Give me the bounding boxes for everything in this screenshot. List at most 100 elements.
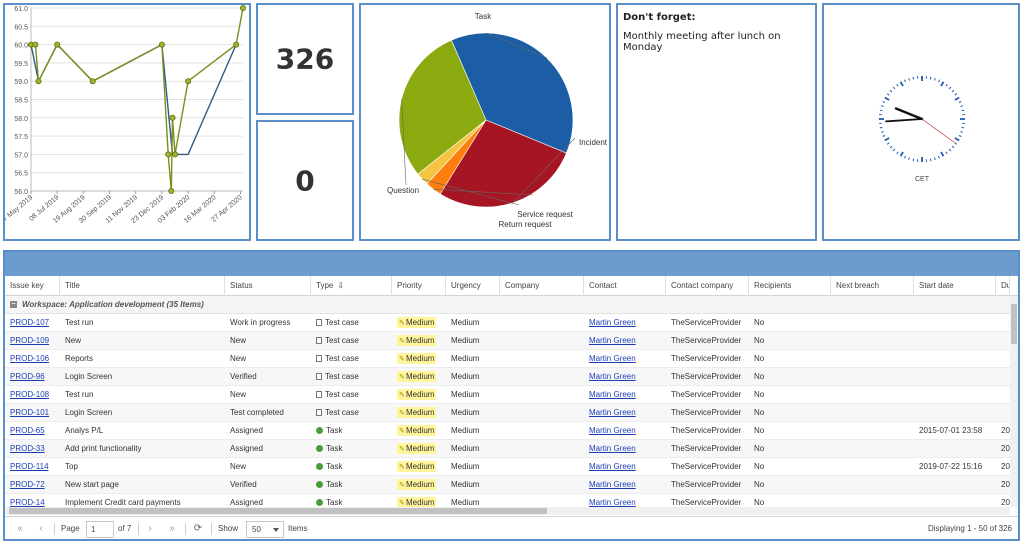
data-point: [233, 41, 240, 48]
table-row[interactable]: PROD-107 Test run Work in progress Test cas…: [5, 314, 1010, 332]
pager-bar: « ‹ Page 1 of 7 › » ⟳ Show 50 Items Disp…: [5, 516, 1018, 539]
contact-link[interactable]: Martin Green: [589, 390, 636, 399]
prev-page-icon[interactable]: ‹: [39, 523, 43, 534]
contact-link[interactable]: Martin Green: [589, 498, 636, 507]
contact-link[interactable]: Martin Green: [589, 480, 636, 489]
contact-link[interactable]: Martin Green: [589, 426, 636, 435]
issue-urgency: Medium: [451, 390, 480, 399]
task-icon: [316, 481, 323, 488]
table-row[interactable]: PROD-72 New start page Verified Task ✎Medium…: [5, 476, 1010, 494]
pin-icon: ✎: [399, 338, 405, 345]
clock-tick: [882, 135, 886, 137]
line-chart: 56.0 56.5 57.0 57.5 58.0 58.5 59.0 59.5 60.0 60.5…: [5, 5, 246, 226]
y-tick-label: 61.0: [14, 6, 28, 13]
issue-urgency: Medium: [451, 336, 480, 345]
note-text: Monthly meeting after lunch on Monday: [623, 31, 781, 53]
column-header-label: Type: [316, 281, 334, 290]
clock-tick: [880, 131, 884, 133]
table-row[interactable]: PROD-14 Implement Credit card payments Ass…: [5, 494, 1010, 507]
issue-status: Verified: [230, 480, 257, 489]
column-header[interactable]: Due d: [996, 276, 1010, 296]
group-row[interactable]: − Workspace: Application development (35 …: [5, 296, 1010, 314]
issue-key-link[interactable]: PROD-33: [10, 444, 45, 453]
issue-key-link[interactable]: PROD-65: [10, 426, 45, 435]
recipients: No: [754, 372, 765, 381]
issue-key-link[interactable]: PROD-96: [10, 372, 45, 381]
contact-link[interactable]: Martin Green: [589, 354, 636, 363]
priority-label: Medium: [406, 390, 435, 399]
issue-key-link[interactable]: PROD-114: [10, 462, 49, 471]
first-page-icon[interactable]: «: [17, 523, 23, 534]
issue-title: Login Screen: [65, 408, 113, 417]
priority-label: Medium: [406, 336, 435, 345]
priority-label: Medium: [406, 444, 435, 453]
kpi-panel-secondary: 0: [256, 120, 354, 241]
next-page-icon[interactable]: ›: [148, 523, 152, 534]
contact-link[interactable]: Martin Green: [589, 462, 636, 471]
issue-type: Task: [326, 444, 343, 453]
issue-title: New: [65, 336, 82, 345]
column-header[interactable]: Title: [60, 276, 225, 296]
table-row[interactable]: PROD-33 Add print functionality Assigned Ta…: [5, 440, 1010, 458]
column-header[interactable]: Type ⇩: [311, 276, 392, 296]
contact-link[interactable]: Martin Green: [589, 444, 636, 453]
pin-icon: ✎: [399, 500, 405, 507]
page-size-select[interactable]: 50: [246, 521, 284, 538]
column-header-label: Start date: [919, 281, 954, 290]
column-header-label: Issue key: [10, 281, 44, 290]
horizontal-scrollbar[interactable]: [5, 507, 1010, 515]
priority-label: Medium: [406, 408, 435, 417]
issue-key-link[interactable]: PROD-101: [10, 408, 50, 417]
column-header[interactable]: Start date: [914, 276, 996, 296]
column-header[interactable]: Next breach: [831, 276, 914, 296]
issue-key-link[interactable]: PROD-14: [10, 498, 45, 507]
column-header[interactable]: Contact: [584, 276, 666, 296]
clock-tick: [880, 105, 884, 107]
column-header-label: Title: [65, 281, 80, 290]
page-number-input[interactable]: 1: [86, 521, 114, 538]
contact-link[interactable]: Martin Green: [589, 318, 636, 327]
clock-tick: [945, 151, 948, 155]
column-header[interactable]: Urgency: [446, 276, 500, 296]
column-header[interactable]: Issue key: [5, 276, 60, 296]
column-header[interactable]: Priority: [392, 276, 446, 296]
collapse-icon[interactable]: −: [10, 301, 17, 309]
issue-key-link[interactable]: PROD-72: [10, 480, 45, 489]
clock-tick: [908, 157, 910, 161]
clock-tick: [954, 142, 958, 145]
vertical-scrollbar[interactable]: [1010, 296, 1018, 507]
last-page-icon[interactable]: »: [169, 523, 175, 534]
issue-key-link[interactable]: PROD-106: [10, 354, 50, 363]
recipients: No: [754, 444, 765, 453]
priority-badge: ✎Medium: [397, 353, 437, 364]
column-header-label: Due d: [1001, 281, 1009, 290]
issue-key-link[interactable]: PROD-109: [10, 336, 50, 345]
column-header[interactable]: Recipients: [749, 276, 831, 296]
contact-link[interactable]: Martin Green: [589, 408, 636, 417]
priority-badge: ✎Medium: [397, 335, 437, 346]
horizontal-scroll-thumb[interactable]: [9, 508, 547, 514]
table-row[interactable]: PROD-114 Top New Task ✎Medium Medium Martin Gr…: [5, 458, 1010, 476]
table-row[interactable]: PROD-106 Reports New Test case ✎Medium Medium…: [5, 350, 1010, 368]
table-row[interactable]: PROD-101 Login Screen Test completed Test c…: [5, 404, 1010, 422]
clock-tick: [884, 137, 890, 142]
contact-link[interactable]: Martin Green: [589, 372, 636, 381]
issue-key-link[interactable]: PROD-107: [10, 318, 50, 327]
recipients: No: [754, 480, 765, 489]
issue-status: New: [230, 462, 247, 471]
table-row[interactable]: PROD-109 New New Test case ✎Medium Medium Mart…: [5, 332, 1010, 350]
table-row[interactable]: PROD-96 Login Screen Verified Test case ✎Med…: [5, 368, 1010, 386]
column-header[interactable]: Status: [225, 276, 311, 296]
recipients: No: [754, 408, 765, 417]
column-header[interactable]: Company: [500, 276, 584, 296]
refresh-icon[interactable]: ⟳: [193, 523, 203, 534]
pin-icon: ✎: [399, 428, 405, 435]
table-row[interactable]: PROD-65 Analys P/L Assigned Task ✎Medium Medi…: [5, 422, 1010, 440]
table-row[interactable]: PROD-108 Test run New Test case ✎Medium Mediu…: [5, 386, 1010, 404]
vertical-scroll-thumb[interactable]: [1011, 304, 1017, 344]
column-header[interactable]: Contact company: [666, 276, 749, 296]
issue-key-link[interactable]: PROD-108: [10, 390, 50, 399]
note-panel: Don't forget: Monthly meeting after lunc…: [616, 3, 817, 241]
contact-company: TheServiceProvider: [671, 318, 742, 327]
contact-link[interactable]: Martin Green: [589, 336, 636, 345]
